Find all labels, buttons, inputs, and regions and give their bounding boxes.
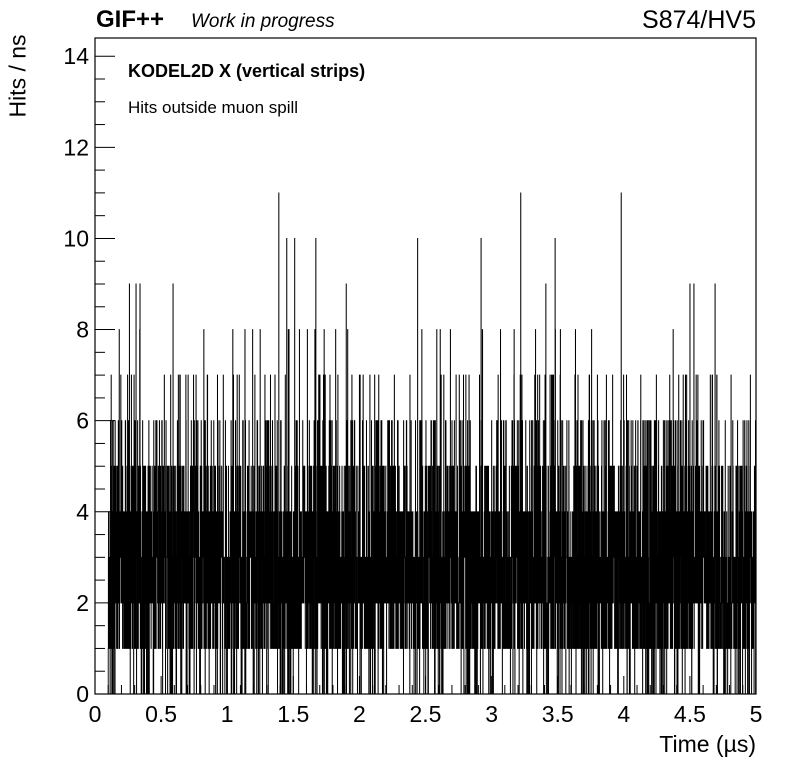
experiment-label: GIF++ bbox=[96, 6, 165, 33]
x-tick-label: 2 bbox=[353, 701, 366, 727]
x-tick-label: 0.5 bbox=[145, 701, 177, 727]
x-tick-label: 0 bbox=[89, 701, 102, 727]
y-tick-label: 14 bbox=[63, 43, 89, 69]
y-tick-label: 6 bbox=[76, 408, 89, 434]
y-tick-label: 0 bbox=[76, 681, 89, 707]
chart-subtitle: Hits outside muon spill bbox=[128, 98, 299, 117]
status-label: Work in progress bbox=[191, 11, 335, 32]
x-tick-label: 1 bbox=[221, 701, 234, 727]
x-axis-label: Time (µs) bbox=[659, 731, 756, 757]
histogram-line bbox=[107, 192, 757, 695]
x-tick-label: 2.5 bbox=[410, 701, 442, 727]
x-tick-label: 4.5 bbox=[674, 701, 706, 727]
x-tick-label: 4 bbox=[617, 701, 630, 727]
y-tick-label: 2 bbox=[76, 590, 89, 616]
y-tick-label: 8 bbox=[76, 317, 89, 343]
axes: 0 0.5 1 1.5 2 2.5 3 3.5 4 4.5 5 0 2 4 6 8 10 12 14 bbox=[63, 43, 762, 727]
chart-title: KODEL2D X (vertical strips) bbox=[128, 61, 366, 81]
y-tick-label: 4 bbox=[76, 499, 89, 525]
histogram-bars bbox=[107, 192, 757, 695]
y-axis-label: Hits / ns bbox=[4, 34, 31, 118]
x-tick-label: 1.5 bbox=[277, 701, 309, 727]
x-tick-label: 3.5 bbox=[542, 701, 574, 727]
run-label: S874/HV5 bbox=[642, 6, 756, 34]
y-tick-label: 10 bbox=[63, 225, 89, 251]
y-tick-label: 12 bbox=[63, 134, 89, 160]
x-tick-label: 3 bbox=[485, 701, 498, 727]
x-tick-label: 5 bbox=[750, 701, 763, 727]
